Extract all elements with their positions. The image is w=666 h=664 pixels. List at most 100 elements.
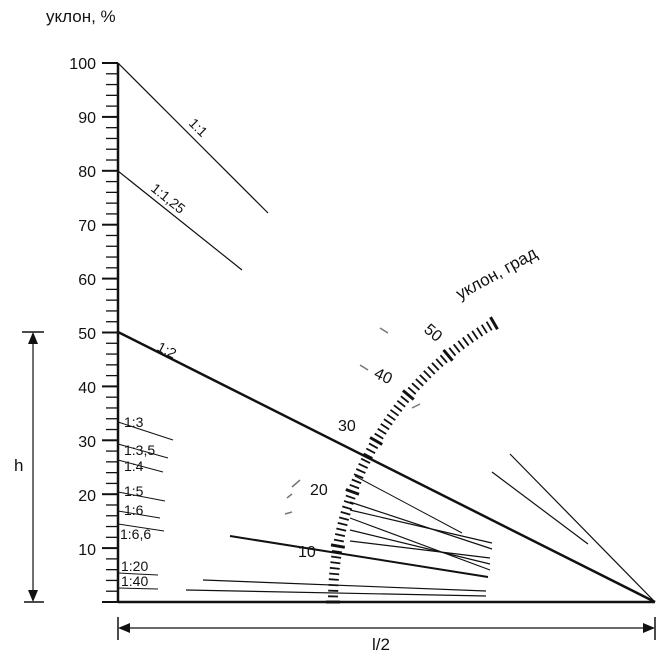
tick-label-20: 20 <box>78 488 96 505</box>
ratio-label-1-5: 1:5 <box>124 483 144 499</box>
tick-label-10: 10 <box>78 542 96 559</box>
arc-tick <box>466 333 474 343</box>
arc-label-10: 10 <box>298 544 316 561</box>
arc-tick <box>368 442 379 450</box>
slope-line-1-1 <box>117 62 269 214</box>
tick-label-70: 70 <box>78 218 96 235</box>
arc-tick <box>345 488 360 496</box>
arc-tick <box>336 527 347 532</box>
arc-tick <box>411 382 421 391</box>
arc-tick <box>442 349 454 362</box>
ratio-label-1-66: 1:6,6 <box>120 526 151 542</box>
slope-line-1-125 <box>117 170 243 271</box>
arc-tick <box>462 336 470 347</box>
tick-label-90: 90 <box>78 110 96 127</box>
arc-tick <box>329 572 340 576</box>
slope-line-1-2 <box>117 330 656 604</box>
arc-tick <box>345 494 356 500</box>
arc-tick <box>369 436 383 446</box>
right-steep-lines <box>491 453 656 603</box>
lower-slope-lines <box>185 475 493 597</box>
arc-tick <box>423 370 432 379</box>
arc-tick <box>328 583 339 587</box>
arc-tick <box>400 395 410 404</box>
ratio-label-1-1: 1:1 <box>186 115 211 140</box>
ratio-label-1-6: 1:6 <box>124 502 144 518</box>
small-slope-lines <box>117 421 174 590</box>
arc-tick <box>389 409 400 417</box>
height-label: h <box>14 456 23 475</box>
ratio-label-1-2: 1:2 <box>155 338 180 361</box>
arc-tick <box>452 343 461 353</box>
arc-tick <box>489 316 499 330</box>
degree-arc-labels: 10 20 30 40 50 <box>298 321 445 561</box>
arc-tick <box>448 347 457 357</box>
arc-tick <box>329 566 340 570</box>
arc-label-40: 40 <box>371 365 394 388</box>
tick-label-50: 50 <box>78 326 96 343</box>
tick-label-80: 80 <box>78 164 96 181</box>
ratio-label-1-4: 1:4 <box>124 458 144 474</box>
arc-tick <box>393 404 403 412</box>
degree-arc-title: уклон, град <box>453 243 541 303</box>
arc-tick <box>331 549 343 554</box>
arc-tick <box>358 462 369 469</box>
tick-label-40: 40 <box>78 380 96 397</box>
arc-tick <box>377 427 387 435</box>
arc-tick <box>435 358 444 368</box>
arc-tick <box>333 538 344 543</box>
arc-tick <box>402 389 415 401</box>
arc-tick <box>407 386 417 395</box>
arc-tick <box>431 362 440 371</box>
arc-tick <box>351 478 362 485</box>
arc-tick <box>363 452 373 459</box>
faint-tick-marks <box>284 327 421 515</box>
arc-tick <box>439 354 448 364</box>
arc-tick <box>334 533 346 537</box>
ratio-label-1-40: 1:40 <box>121 573 148 589</box>
percent-ruler-ticks <box>102 62 118 603</box>
arc-label-20: 20 <box>310 482 328 499</box>
base-dimension: l/2 <box>117 617 656 654</box>
arc-tick <box>343 500 354 505</box>
arc-tick <box>476 327 484 337</box>
arc-tick <box>386 413 396 421</box>
percent-tick-labels: 100 90 80 70 60 50 40 30 20 10 <box>69 56 96 559</box>
base-label: l/2 <box>372 635 390 654</box>
arc-tick <box>365 447 376 454</box>
arc-tick <box>360 457 371 464</box>
arc-tick <box>330 543 346 549</box>
arc-tick <box>415 378 424 387</box>
arc-tick <box>355 468 366 474</box>
arc-tick <box>485 321 493 331</box>
arc-tick <box>330 561 341 565</box>
arc-tick <box>337 522 348 527</box>
arc-tick <box>342 505 353 511</box>
arc-tick <box>380 423 390 431</box>
ratio-label-1-3: 1:3 <box>124 414 144 430</box>
tick-label-60: 60 <box>78 272 96 289</box>
arc-tick <box>383 418 393 426</box>
arc-tick <box>338 516 350 521</box>
ratio-label-1-35: 1:3,5 <box>124 442 155 458</box>
arc-tick <box>340 511 351 516</box>
degree-arc-ticks <box>326 316 499 604</box>
arc-tick <box>331 555 342 559</box>
arc-tick <box>328 578 339 581</box>
arc-tick <box>457 340 465 350</box>
arc-tick <box>419 374 428 383</box>
arc-tick <box>396 399 406 408</box>
arc-tick <box>480 324 488 334</box>
percent-axis-title: уклон, % <box>46 7 116 26</box>
arc-tick <box>353 473 364 479</box>
tick-label-30: 30 <box>78 434 96 451</box>
arc-tick <box>471 330 479 340</box>
arc-tick <box>427 366 436 375</box>
ratio-label-1-20: 1:20 <box>121 558 148 574</box>
arc-tick <box>374 432 384 440</box>
arc-label-50: 50 <box>420 321 445 346</box>
arc-tick <box>349 483 360 490</box>
tick-label-100: 100 <box>69 56 96 73</box>
height-dimension: h <box>14 331 44 603</box>
